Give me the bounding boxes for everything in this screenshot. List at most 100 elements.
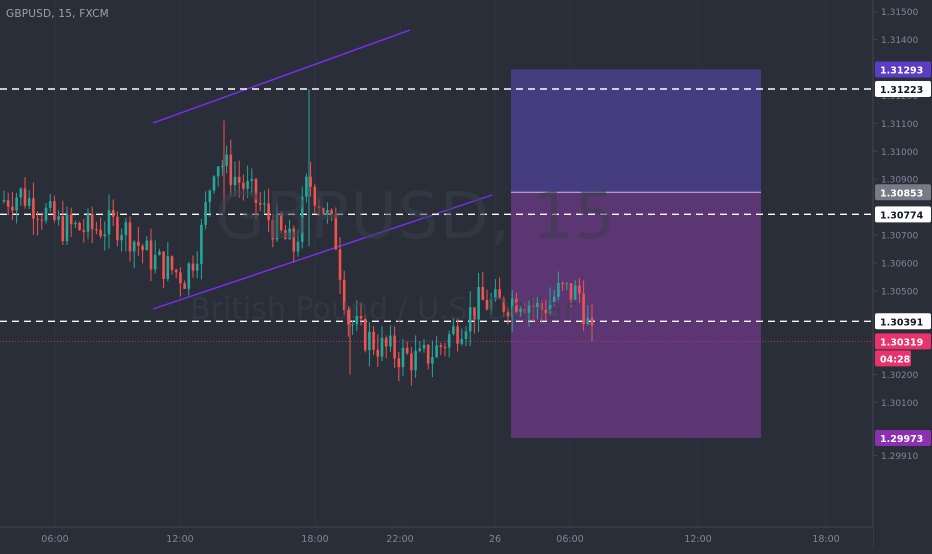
candle-body <box>36 218 39 220</box>
candle-body <box>389 335 392 347</box>
candle-body <box>78 222 81 231</box>
candle-body <box>221 166 224 168</box>
candle-body <box>271 219 275 240</box>
candle-body <box>267 203 270 220</box>
price-tick-label: 1.30100 <box>881 399 918 409</box>
candle-body <box>573 285 577 300</box>
candle-body <box>292 228 296 252</box>
candle-body <box>460 338 464 344</box>
price-tick-label: 1.31400 <box>881 36 918 46</box>
candle-body <box>342 279 346 311</box>
candle-body <box>145 240 149 251</box>
candle-body <box>61 216 65 241</box>
candle-body <box>149 240 153 270</box>
price-tick-label: 1.30900 <box>881 176 918 186</box>
candle-body <box>141 245 144 251</box>
candle-body <box>544 310 548 313</box>
candle-body <box>44 207 48 221</box>
price-tick-label: 1.30600 <box>881 259 918 269</box>
horizontal-levels <box>0 88 873 342</box>
candle-body <box>523 308 527 313</box>
candle-body <box>107 210 111 235</box>
candle-body <box>288 228 291 240</box>
candle-body <box>338 249 342 280</box>
candle-body <box>208 190 212 203</box>
symbol-label[interactable]: GBPUSD, 15, FXCM <box>6 8 109 20</box>
candle-body <box>384 337 388 347</box>
candle-body <box>515 298 518 312</box>
candle-body <box>313 186 317 206</box>
candle-body <box>473 307 476 320</box>
candle-body <box>536 302 539 307</box>
candle-body <box>195 263 199 271</box>
candle-body <box>422 344 426 349</box>
candle-body <box>376 349 380 357</box>
price-badge-label: 04:28 <box>880 354 911 365</box>
candle-body <box>569 283 573 300</box>
candle-body <box>468 307 472 332</box>
candle-body <box>552 296 556 302</box>
candle-body <box>347 310 350 325</box>
time-tick-label: 26 <box>489 534 501 545</box>
candle-body <box>435 345 438 358</box>
candle-body <box>426 344 430 364</box>
price-badge-level2 <box>875 206 931 223</box>
candle-body <box>590 317 594 326</box>
candle-body <box>439 345 443 348</box>
candle-body <box>334 214 338 250</box>
watermark-symbol: GBPUSD, 15 <box>215 180 616 254</box>
candle-body <box>527 305 531 313</box>
candle-body <box>183 283 186 289</box>
candle-body <box>65 214 69 241</box>
candle-body <box>32 198 35 219</box>
candle-body <box>233 176 237 186</box>
target-zone <box>511 69 761 193</box>
candle-body <box>124 222 128 236</box>
candle-body <box>418 348 422 351</box>
candle-body <box>557 283 560 297</box>
candle-body <box>519 308 522 312</box>
candle-body <box>368 331 371 351</box>
candle-body <box>225 154 228 167</box>
candle-body <box>326 209 329 215</box>
candle-body <box>485 300 489 310</box>
candle-body <box>128 222 132 252</box>
candle-body <box>300 196 304 242</box>
candle-body <box>363 318 367 351</box>
candle-body <box>258 202 262 205</box>
candle-body <box>250 179 254 181</box>
price-tick-label: 1.29910 <box>881 452 918 462</box>
candle-body <box>489 299 493 310</box>
candle-body <box>246 180 249 189</box>
candle-body <box>548 301 552 313</box>
watermark-description: British Pound / U.S. Dollar <box>190 292 576 327</box>
candle-body <box>405 347 409 354</box>
candle-body <box>372 331 375 350</box>
price-badge-target <box>875 61 931 78</box>
candle-body <box>19 188 23 198</box>
candle-body <box>477 287 480 320</box>
candle-body <box>254 179 258 203</box>
candle-body <box>162 251 165 279</box>
candle-body <box>40 219 44 221</box>
candle-body <box>95 229 98 231</box>
candle-body <box>447 334 451 348</box>
price-badge-entry <box>875 184 931 201</box>
candle-body <box>456 326 459 344</box>
candle-body <box>2 200 6 202</box>
time-tick-label: 18:00 <box>301 534 328 545</box>
candle-body <box>464 331 468 339</box>
candle-body <box>443 347 447 349</box>
candle-body <box>174 269 178 273</box>
candle-body <box>309 176 312 187</box>
candle-body <box>90 214 94 230</box>
candle-body <box>166 256 170 279</box>
candle-body <box>498 289 501 299</box>
candle-body <box>263 203 266 205</box>
candle-body <box>53 201 56 220</box>
time-tick-label: 06:00 <box>556 534 583 545</box>
candle-body <box>431 357 434 364</box>
